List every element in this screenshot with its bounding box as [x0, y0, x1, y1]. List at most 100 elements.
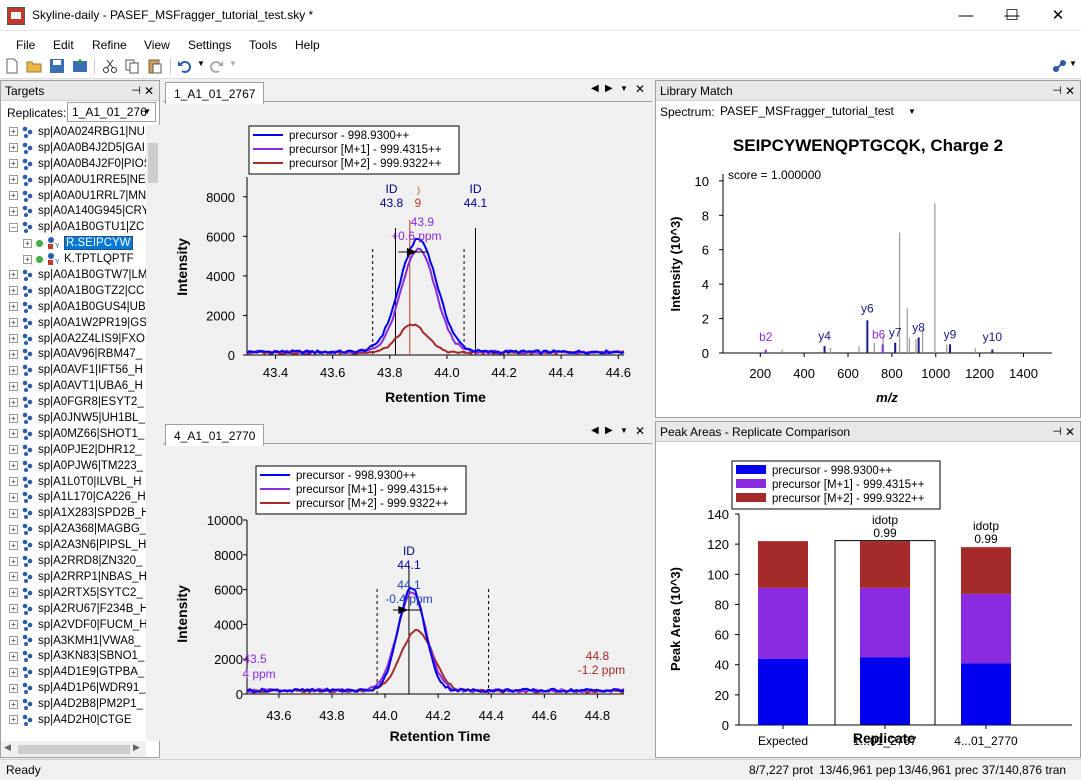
close-icon[interactable]: ✕ [143, 84, 154, 98]
expand-icon[interactable]: + [9, 667, 18, 677]
chromatogram-graph-2[interactable]: 10000 8000 6000 4000 2000 0 43.6 43.8 44.0 44.2 44… [163, 444, 652, 758]
expand-icon[interactable]: + [9, 508, 18, 518]
spectrum-select[interactable]: PASEF_MSFragger_tutorial_test ▼ [720, 102, 920, 122]
replicates-select[interactable]: 1_A1_01_276 ▼ [67, 102, 156, 122]
menu-settings[interactable]: Settings [188, 38, 232, 52]
redo-dropdown-icon[interactable]: ▼ [229, 59, 237, 68]
close-icon[interactable]: ✕ [1064, 425, 1075, 439]
targets-tree[interactable]: + sp|A0A024RBG1|NU + sp|A0A0B4J2D5|GAI + sp|A… [1, 125, 159, 735]
tree-protein-item[interactable]: + sp|A0AV96|RBM47_ [9, 347, 159, 363]
tree-protein-item[interactable]: + sp|A4D1E9|GTPBA_ [9, 665, 159, 681]
hscroll-thumb[interactable] [18, 745, 130, 754]
tree-protein-item[interactable]: + sp|A0A0U1RRE5|NE [9, 173, 159, 189]
expand-icon[interactable]: + [23, 238, 32, 248]
tree-protein-item[interactable]: + sp|A2VDF0|FUCM_H [9, 618, 159, 634]
minimize-button[interactable]: — [1004, 7, 1020, 24]
tree-protein-item[interactable]: + sp|A4D1P6|WDR91_ [9, 681, 159, 697]
stacked-bar-segment[interactable] [758, 587, 808, 659]
publish-icon[interactable] [72, 58, 88, 74]
tree-protein-item[interactable]: + sp|A3KMH1|VWA8_ [9, 634, 159, 650]
collapse-icon[interactable]: − [9, 222, 18, 232]
scroll-right-icon[interactable]: ▶ [133, 742, 140, 752]
save-icon[interactable] [49, 58, 65, 74]
tree-protein-item[interactable]: + sp|A0A0U1RRL7|MN [9, 189, 159, 205]
expand-icon[interactable]: + [9, 365, 18, 375]
peak-areas-graph[interactable]: precursor - 998.9300++ precursor [M+1] - … [656, 443, 1080, 758]
close-icon[interactable]: ✕ [635, 424, 646, 438]
tab-prev-icon[interactable]: ◀ [591, 83, 599, 94]
tree-peptide-item[interactable]: + Y K.TPTLQPTF [9, 252, 159, 268]
undo-dropdown-icon[interactable]: ▼ [197, 59, 205, 68]
undo-icon[interactable] [177, 58, 193, 74]
expand-icon[interactable]: + [9, 556, 18, 566]
pin-icon[interactable]: ⊣ [1052, 426, 1062, 438]
molecule-dropdown-icon[interactable]: ▼ [1069, 59, 1077, 68]
expand-icon[interactable]: + [9, 540, 18, 550]
new-file-icon[interactable] [4, 58, 20, 74]
maximize-button[interactable]: ☐ [1005, 7, 1019, 24]
close-icon[interactable]: ✕ [1064, 84, 1075, 98]
tree-protein-item[interactable]: + sp|A2A3N6|PIPSL_H [9, 538, 159, 554]
tree-protein-item[interactable]: + sp|A0A0B4J2D5|GAI [9, 141, 159, 157]
stacked-bar-segment[interactable] [961, 547, 1011, 594]
expand-icon[interactable]: + [9, 635, 18, 645]
tree-protein-item[interactable]: + sp|A0MZ66|SHOT1_ [9, 427, 159, 443]
menu-file[interactable]: File [16, 38, 36, 52]
expand-icon[interactable]: + [9, 683, 18, 693]
tree-protein-item[interactable]: + sp|A0PJE2|DHR12_ [9, 443, 159, 459]
scroll-thumb[interactable] [148, 143, 158, 183]
expand-icon[interactable]: + [9, 349, 18, 359]
expand-icon[interactable]: + [9, 206, 18, 216]
spectrum-graph[interactable]: SEIPCYWENQPTGCQK, Charge 2 score = 1.0000… [656, 124, 1080, 418]
menu-edit[interactable]: Edit [53, 38, 74, 52]
scroll-left-icon[interactable]: ◀ [4, 742, 11, 752]
expand-icon[interactable]: + [9, 381, 18, 391]
tree-protein-item[interactable]: + sp|A3KN83|SBNO1_ [9, 649, 159, 665]
expand-icon[interactable]: + [23, 254, 32, 264]
tree-protein-item[interactable]: + sp|A2RTX5|SYTC2_ [9, 586, 159, 602]
stacked-bar-segment[interactable] [860, 657, 910, 725]
menu-help[interactable]: Help [295, 38, 320, 52]
tab-replicate-4[interactable]: 4_A1_01_2770 [165, 424, 265, 446]
horizontal-scrollbar[interactable]: ◀ ▶ [1, 741, 146, 757]
expand-icon[interactable]: + [9, 397, 18, 407]
tab-next-icon[interactable]: ▶ [605, 425, 613, 436]
expand-icon[interactable]: + [9, 477, 18, 487]
expand-icon[interactable]: + [9, 429, 18, 439]
expand-icon[interactable]: + [9, 588, 18, 598]
expand-icon[interactable]: + [9, 270, 18, 280]
stacked-bar-segment[interactable] [758, 541, 808, 588]
tree-protein-item[interactable]: + sp|A2A368|MAGBG_ [9, 522, 159, 538]
tab-list-icon[interactable]: ▼ [620, 84, 628, 93]
tree-protein-item[interactable]: + sp|A0A1B0GUS4|UB [9, 300, 159, 316]
expand-icon[interactable]: + [9, 175, 18, 185]
tree-protein-item[interactable]: + sp|A0A1B0GTZ2|CC [9, 284, 159, 300]
tree-protein-item[interactable]: + sp|A0A0B4J2F0|PIOS [9, 157, 159, 173]
minimize-button[interactable]: — [958, 7, 974, 24]
tab-replicate-1[interactable]: 1_A1_01_2767 [165, 82, 265, 104]
tree-protein-item[interactable]: + sp|A1L0T0|ILVBL_H [9, 475, 159, 491]
stacked-bar-segment[interactable] [758, 658, 808, 725]
tree-protein-item[interactable]: + sp|A0A1W2PR19|GS [9, 316, 159, 332]
tree-protein-item[interactable]: + sp|A2RU67|F234B_H [9, 602, 159, 618]
tree-protein-item[interactable]: + sp|A2RRP1|NBAS_H [9, 570, 159, 586]
expand-icon[interactable]: + [9, 413, 18, 423]
tree-protein-item[interactable]: + sp|A0A140G945|CRY [9, 204, 159, 220]
expand-icon[interactable]: + [9, 318, 18, 328]
cut-icon[interactable] [102, 58, 118, 74]
paste-icon[interactable] [147, 58, 163, 74]
copy-icon[interactable] [124, 58, 140, 74]
expand-icon[interactable]: + [9, 715, 18, 725]
expand-icon[interactable]: + [9, 127, 18, 137]
molecule-icon[interactable] [1052, 58, 1068, 74]
tree-peptide-item[interactable]: + Y R.SEIPCYW [9, 236, 159, 252]
expand-icon[interactable]: + [9, 699, 18, 709]
tree-protein-item[interactable]: + sp|A0PJW6|TM223_ [9, 459, 159, 475]
expand-icon[interactable]: + [9, 604, 18, 614]
tree-protein-item[interactable]: + sp|A0JNW5|UH1BL_ [9, 411, 159, 427]
expand-icon[interactable]: + [9, 445, 18, 455]
tree-protein-item[interactable]: + sp|A4D2H0|CTGE [9, 713, 159, 729]
tree-protein-item[interactable]: + sp|A0AVF1|IFT56_H [9, 363, 159, 379]
expand-icon[interactable]: + [9, 620, 18, 630]
expand-icon[interactable]: + [9, 572, 18, 582]
